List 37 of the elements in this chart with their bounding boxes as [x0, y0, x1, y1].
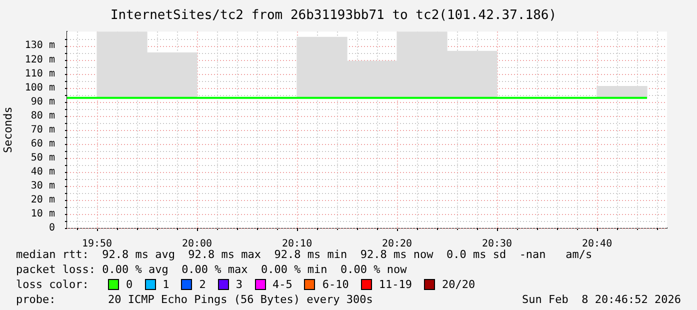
text: loss color:: [16, 278, 90, 291]
text: median rtt: 92.8 ms avg 92.8 ms max 92.8 ms min 92.8 ms now 0.0 ms sd -nan am/s: [16, 248, 592, 261]
y-tick-label: 80 m: [30, 110, 55, 122]
x-tick-label: 20:20: [382, 238, 412, 250]
y-tick-label: 50 m: [30, 152, 55, 164]
text: 20/20: [442, 278, 476, 291]
text: Sun Feb 8 20:46:52 2026: [522, 293, 681, 306]
y-axis-title: Seconds: [1, 106, 14, 153]
x-tick-label: 20:10: [282, 238, 312, 250]
y-tick-label: 70 m: [30, 124, 55, 136]
y-tick-label: 90 m: [30, 96, 55, 108]
x-tick-label: 20:30: [482, 238, 512, 250]
bar: [596, 86, 648, 98]
text: 0: [126, 278, 133, 291]
text: 1: [162, 278, 170, 291]
x-tick-label: 20:40: [582, 238, 612, 250]
y-tick-label: 60 m: [30, 138, 55, 150]
text: 4-5: [272, 278, 292, 291]
text: 2: [199, 278, 206, 291]
text: 11-19: [378, 278, 412, 291]
text: probe:: [16, 293, 57, 306]
y-tick-label: 40 m: [30, 166, 55, 178]
y-tick-label: 100 m: [24, 82, 55, 94]
text: 20 ICMP Echo Pings (56 Bytes) every 300s: [108, 293, 373, 306]
y-tick-label: 120 m: [24, 54, 55, 66]
y-tick-label: 110 m: [24, 68, 55, 80]
y-tick-label: 20 m: [30, 194, 55, 206]
text: packet loss: 0.00 % avg 0.00 % max 0.00 % min 0.00 % now: [16, 263, 407, 276]
x-tick-label: 19:50: [82, 238, 112, 250]
y-tick-label: 0: [48, 222, 55, 234]
chart-title: InternetSites/tc2 from 26b31193bb71 to tc2(101.42.37.186): [110, 8, 557, 24]
text: 6-10: [322, 278, 349, 291]
y-tick-label: 10 m: [30, 208, 55, 220]
x-tick-label: 20:00: [182, 238, 212, 250]
y-tick-label: 30 m: [30, 180, 55, 192]
y-tick-label: 130 m: [24, 40, 55, 52]
text: 3: [236, 278, 242, 291]
